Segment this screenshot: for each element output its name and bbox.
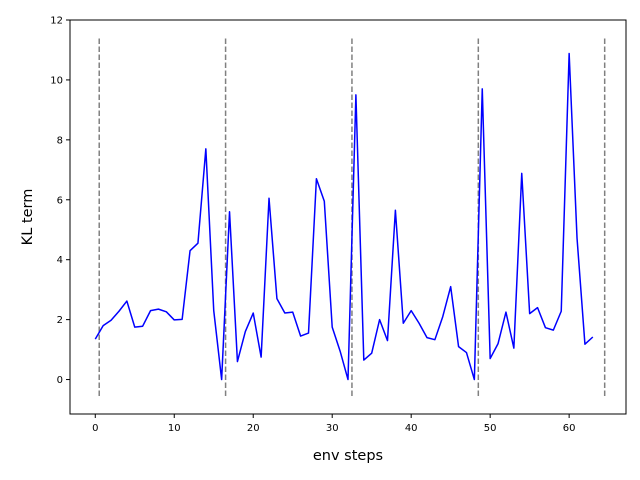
y-tick-label-4: 4 bbox=[57, 255, 63, 266]
x-tick-label-20: 20 bbox=[247, 423, 260, 434]
x-axis-ticks: 0 10 20 30 40 50 60 bbox=[92, 414, 576, 434]
y-axis-label: KL term bbox=[20, 189, 36, 246]
y-tick-label-2: 2 bbox=[57, 315, 63, 326]
x-tick-label-60: 60 bbox=[563, 423, 576, 434]
y-tick-label-0: 0 bbox=[57, 375, 63, 386]
y-tick-label-12: 12 bbox=[50, 16, 63, 27]
x-tick-label-0: 0 bbox=[92, 423, 98, 434]
y-axis-ticks: 0 2 4 6 8 10 12 bbox=[50, 16, 70, 386]
x-tick-label-30: 30 bbox=[326, 423, 339, 434]
x-tick-label-50: 50 bbox=[484, 423, 497, 434]
y-tick-label-10: 10 bbox=[50, 75, 63, 86]
x-tick-label-10: 10 bbox=[168, 423, 181, 434]
series-layer bbox=[94, 52, 594, 381]
series-line-0 bbox=[94, 52, 594, 381]
y-tick-label-8: 8 bbox=[57, 135, 63, 146]
x-tick-label-40: 40 bbox=[405, 423, 418, 434]
x-axis-label: env steps bbox=[313, 448, 383, 464]
plot-area-frame bbox=[69, 19, 627, 415]
y-tick-label-6: 6 bbox=[57, 195, 63, 206]
